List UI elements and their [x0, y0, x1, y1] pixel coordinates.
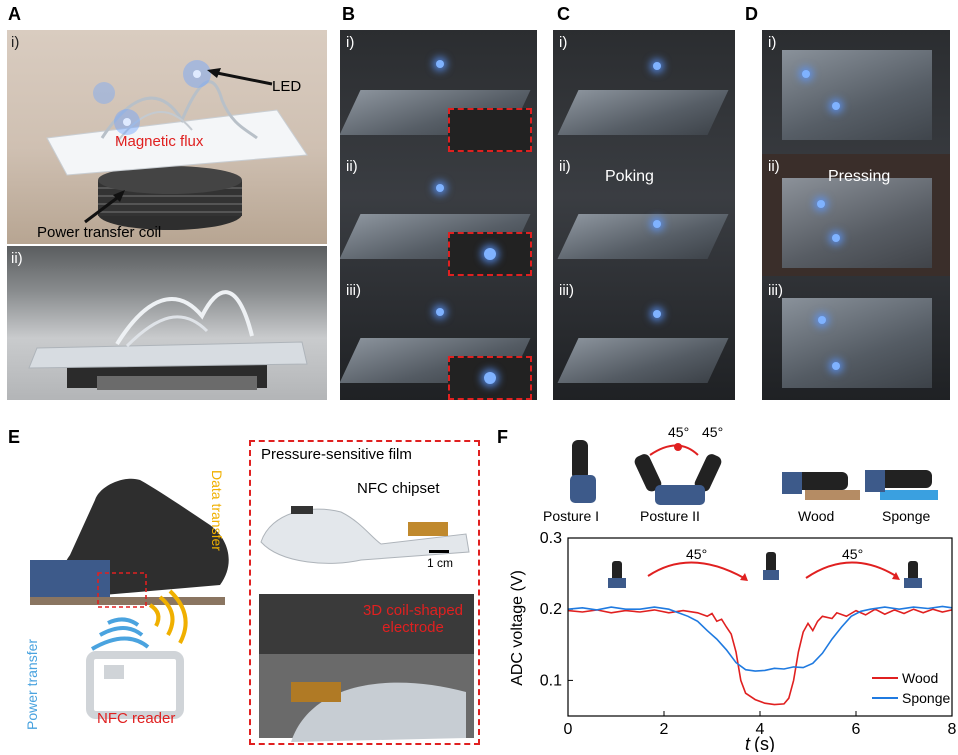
y-axis-label: ADC voltage (V) — [509, 570, 526, 686]
panel-b-sub-i: i) — [346, 34, 354, 51]
x-tick-label: 6 — [852, 721, 861, 738]
power-transfer-coil-label: Power transfer coil — [37, 224, 161, 241]
poking-label: Poking — [605, 168, 654, 186]
legend: Wood Sponge — [872, 670, 950, 706]
legend-sponge-label: Sponge — [902, 690, 950, 706]
panel-label-e: E — [8, 427, 20, 448]
y-tick-label: 0.2 — [540, 601, 562, 618]
x-axis-label-var: t — [745, 734, 751, 752]
x-tick-label: 8 — [948, 721, 957, 738]
panel-label-a: A — [8, 4, 21, 25]
panel-b-sub-ii: ii) — [346, 158, 358, 175]
scale-bar-label: 1 cm — [427, 556, 453, 570]
panel-d-sub-iii: iii) — [768, 282, 783, 299]
x-tick-label: 0 — [564, 721, 573, 738]
panel-c-photo: i) ii) Poking iii) — [553, 30, 735, 400]
panel-label-c: C — [557, 4, 570, 25]
panel-b-photo: i) ii) iii) — [340, 30, 537, 400]
posture-1-label: Posture I — [543, 508, 599, 524]
angle-left-label: 45° — [668, 424, 689, 440]
panel-c-sub-ii: ii) — [559, 158, 571, 175]
sponge-label: Sponge — [882, 508, 930, 524]
pressing-label: Pressing — [828, 168, 890, 186]
arrow-right-angle: 45° — [842, 546, 863, 562]
panel-c-sub-iii: iii) — [559, 282, 574, 299]
sponge-icon — [865, 470, 938, 500]
panel-d-sub-i: i) — [768, 34, 776, 51]
panel-label-d: D — [745, 4, 758, 25]
panel-a-sub-i: i) — [11, 34, 19, 51]
y-tick-label: 0.3 — [540, 530, 562, 547]
posture-2-label: Posture II — [640, 508, 700, 524]
series-line-wood — [568, 609, 952, 704]
nfc-chipset-label: NFC chipset — [357, 480, 440, 497]
data-transfer-label: Data transfer — [209, 470, 225, 551]
feet-annotations: 45° 45° — [608, 546, 922, 588]
panel-d-photo: i) ii) Pressing iii) — [762, 30, 950, 400]
coil-electrode-label: 3D coil-shaped electrode — [353, 602, 473, 636]
panel-label-b: B — [342, 4, 355, 25]
led-label: LED — [272, 78, 301, 95]
arrow-left-curve — [648, 562, 744, 578]
panel-a-sub-ii: ii) — [11, 250, 23, 267]
panel-d-sub-ii: ii) — [768, 158, 780, 175]
series-line-sponge — [568, 606, 952, 671]
nfc-reader-label: NFC reader — [97, 710, 175, 727]
y-tick-label: 0.1 — [540, 672, 562, 689]
panel-a-photo-i: i) LED Magnetic flux Power transfer coil — [7, 30, 327, 244]
posture-2-icon — [633, 443, 724, 505]
panel-c-sub-i: i) — [559, 34, 567, 51]
power-transfer-label: Power transfer — [24, 639, 40, 730]
wood-icon — [782, 472, 860, 500]
x-axis-label: t (s) — [745, 734, 775, 752]
panel-f-postures: 45° 45° Posture I Posture II Wood Sponge — [520, 430, 958, 530]
panel-label-f: F — [497, 427, 508, 448]
legend-wood-label: Wood — [902, 670, 938, 686]
panel-b-sub-iii: iii) — [346, 282, 361, 299]
panel-a-photo-ii: ii) — [7, 246, 327, 400]
arrow-right-curve — [806, 562, 896, 578]
wood-label: Wood — [798, 508, 834, 524]
panel-e-inset: Pressure-sensitive film NFC chipset 1 cm… — [249, 440, 480, 745]
x-tick-label: 2 — [660, 721, 669, 738]
plot-frame — [568, 538, 952, 716]
adc-voltage-chart: 0 2 4 6 80.10.20.3 45° 45° Wood Sponge ADC v… — [500, 528, 958, 752]
arrow-left-angle: 45° — [686, 546, 707, 562]
magnetic-flux-label: Magnetic flux — [115, 133, 203, 150]
pressure-sensitive-film-label: Pressure-sensitive film — [261, 446, 412, 463]
posture-1-icon — [570, 440, 596, 503]
x-axis-label-unit: (s) — [754, 734, 775, 752]
angle-right-label: 45° — [702, 424, 723, 440]
